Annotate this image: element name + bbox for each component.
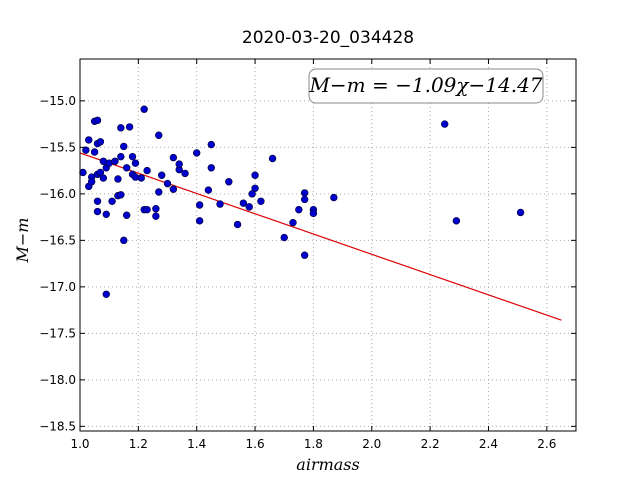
y-tick-label: −16.0 [39,187,76,201]
fit-equation-annotation: M−m = −1.09χ−14.47 [308,68,544,104]
data-point [96,138,105,146]
data-point [251,184,259,192]
data-point [257,197,265,205]
x-tick-label: 1.2 [129,437,148,451]
data-point [93,197,102,205]
plot-frame [79,58,577,432]
data-point [195,217,204,225]
data-point [93,116,102,125]
data-point [216,200,224,208]
data-point [169,153,178,162]
data-point [120,236,128,245]
y-tick-label: −15.5 [39,140,76,154]
data-point [152,205,160,213]
data-point [169,185,178,193]
data-point [452,217,461,225]
data-point [233,220,242,229]
x-tick-label: 2.2 [421,437,440,451]
annotation-box [308,68,544,104]
chart-title: 2020-03-20_034428 [242,28,414,48]
data-point [300,189,309,197]
data-point [108,197,116,205]
y-ticks: −15.0 −15.5 −16.0 −16.5 −17.0 −17.5 −18.0 −18.5 [39,94,576,433]
data-point [225,178,233,186]
data-point [300,195,309,204]
data-point [195,201,204,209]
data-point [207,140,215,149]
data-point [131,159,140,167]
data-point [309,209,318,218]
data-point [251,171,259,179]
data-point [268,154,277,163]
plot-background [80,59,576,431]
y-tick-label: −18.5 [39,419,76,433]
data-point [102,210,110,219]
data-point [155,188,163,196]
data-point [175,160,183,168]
data-points [79,105,525,298]
data-point [125,123,134,131]
data-point [120,142,128,151]
data-point [204,186,213,194]
data-point [114,175,122,183]
x-axis-label: airmass [296,455,359,474]
data-point [102,290,110,298]
data-point [128,152,137,161]
data-point [117,124,125,132]
y-tick-label: −18.0 [39,373,76,387]
data-point [99,174,108,182]
data-point [516,208,525,217]
x-tick-label: 1.4 [187,437,206,451]
data-point [140,105,148,113]
annotation-text: M−m = −1.09χ−14.47 [308,73,542,97]
data-point [207,164,215,172]
data-point [79,168,87,177]
data-point [239,199,248,207]
data-point [163,179,172,188]
data-point [152,212,160,220]
y-axis-label: M−m [13,218,32,264]
data-point [330,193,338,202]
y-tick-label: −17.0 [39,280,76,294]
x-tick-label: 2.0 [362,437,381,451]
x-tick-label: 2.6 [537,437,556,451]
data-point [155,131,163,139]
data-point [111,157,119,166]
data-point [122,164,131,172]
data-point [143,205,151,214]
data-point [117,191,125,199]
data-point [82,146,90,154]
fit-line [79,152,562,321]
x-tick-label: 1.8 [304,437,323,451]
data-point [245,203,253,211]
data-point [137,174,145,182]
data-point [193,149,201,157]
data-point [93,207,102,216]
x-tick-label: 2.4 [479,437,498,451]
data-point [280,233,288,242]
data-point [90,148,99,156]
data-point [441,120,449,128]
fit-line-group [79,152,562,321]
y-tick-label: −16.5 [39,233,76,247]
data-point [157,171,166,179]
y-tick-label: −15.0 [39,94,76,108]
data-point [122,211,131,219]
x-tick-label: 1.0 [70,437,89,451]
data-point [295,205,303,214]
data-point [181,169,189,178]
data-point [85,136,93,144]
data-point [289,218,297,227]
data-point [300,251,309,259]
data-point [87,178,96,186]
data-point [143,166,151,175]
y-tick-label: −17.5 [39,326,76,340]
x-tick-label: 1.6 [246,437,265,451]
x-ticks: 1.0 1.2 1.4 1.6 1.8 2.0 2.2 2.4 2.6 [70,59,556,451]
data-point [117,152,125,161]
